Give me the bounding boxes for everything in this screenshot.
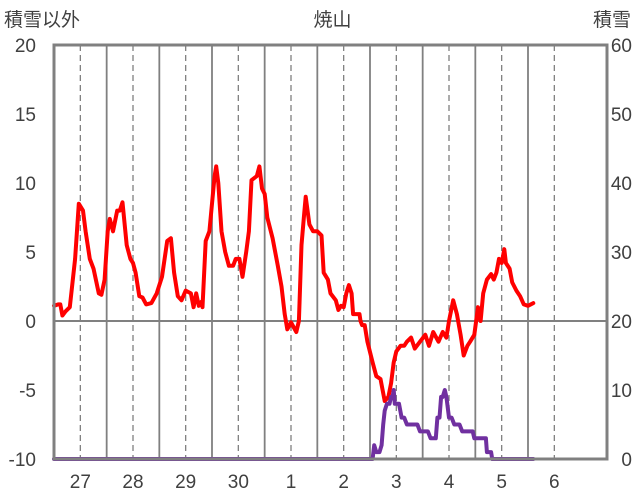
x-tick: 30 bbox=[228, 472, 249, 493]
series-line-1 bbox=[52, 164, 536, 403]
x-tick: 28 bbox=[122, 472, 143, 493]
y-tick-left: 5 bbox=[25, 243, 36, 264]
y-axis-left-label: 積雪以外 bbox=[4, 9, 80, 31]
y-tick-right: 0 bbox=[621, 450, 632, 471]
y-tick-left: -10 bbox=[9, 450, 36, 471]
chart-title: 焼山 bbox=[313, 9, 351, 31]
y-tick-right: 10 bbox=[611, 381, 632, 402]
x-tick: 5 bbox=[496, 472, 507, 493]
grid bbox=[54, 45, 607, 459]
y-axis-right-label: 積雪 bbox=[593, 9, 631, 31]
series-lines bbox=[52, 164, 536, 461]
y-tick-left: 15 bbox=[15, 105, 36, 126]
series-line-2 bbox=[52, 388, 536, 461]
y-tick-left: 10 bbox=[15, 174, 36, 195]
y-tick-right: 50 bbox=[611, 105, 632, 126]
y-tick-left: 0 bbox=[25, 312, 36, 333]
x-tick: 29 bbox=[175, 472, 196, 493]
y-tick-right: 60 bbox=[611, 36, 632, 57]
x-tick: 27 bbox=[70, 472, 91, 493]
y-tick-left: -5 bbox=[19, 381, 36, 402]
y-tick-left: 20 bbox=[15, 36, 36, 57]
x-tick: 4 bbox=[444, 472, 455, 493]
y-tick-right: 30 bbox=[611, 243, 632, 264]
plot-frame bbox=[52, 43, 609, 461]
x-tick: 6 bbox=[549, 472, 560, 493]
y-tick-right: 20 bbox=[611, 312, 632, 333]
x-tick: 1 bbox=[286, 472, 297, 493]
x-tick: 2 bbox=[338, 472, 349, 493]
x-tick: 3 bbox=[391, 472, 402, 493]
y-tick-right: 40 bbox=[611, 174, 632, 195]
